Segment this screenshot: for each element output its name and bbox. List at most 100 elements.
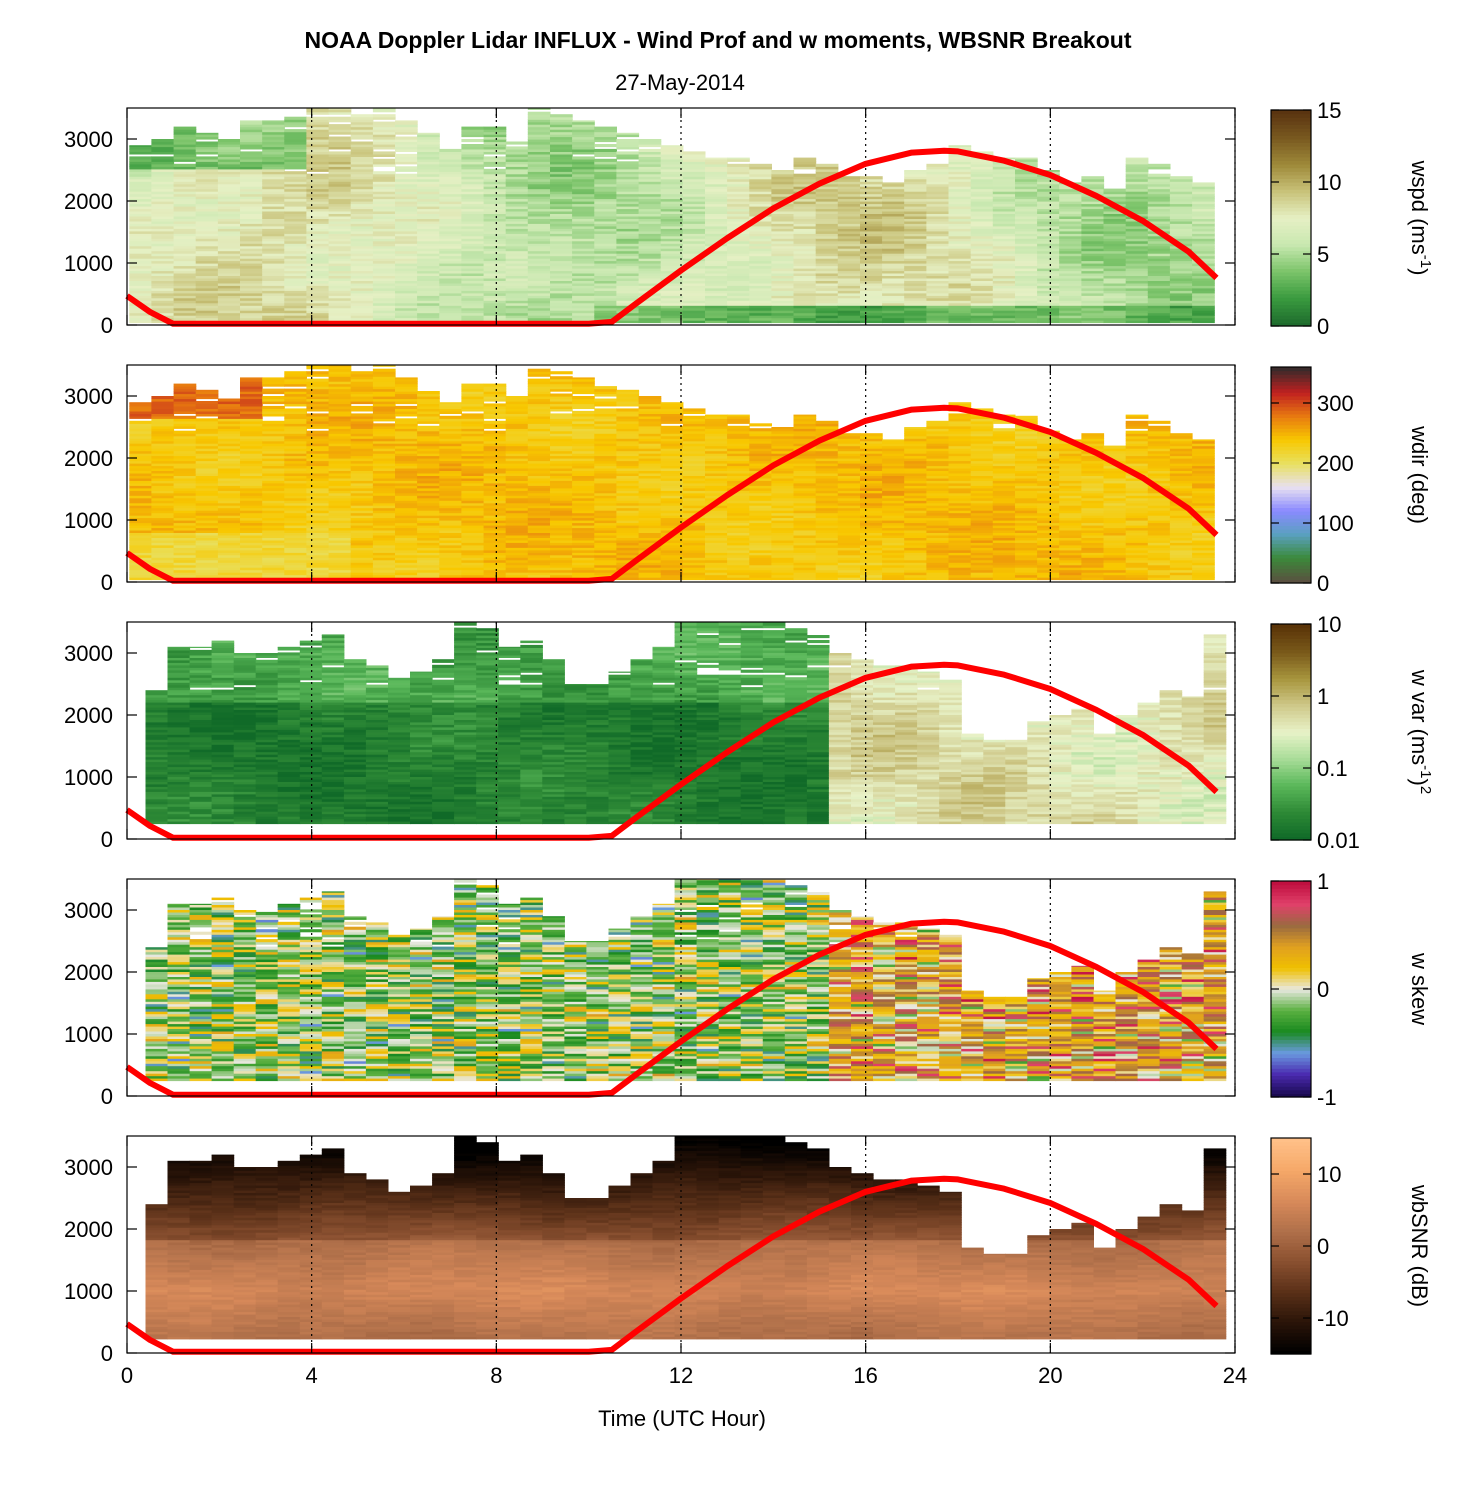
heatmap-cell [284,225,307,229]
heatmap-cell [372,507,396,511]
heatmap-cell [505,243,529,247]
heatmap-cell [284,515,307,519]
heatmap-cell [837,203,861,207]
heatmap-cell [992,235,1016,239]
heatmap-cell [1125,282,1149,286]
heatmap-cell [240,403,263,407]
heatmap-cell [151,537,175,541]
heatmap-cell [195,401,219,405]
heatmap-cell [262,268,285,272]
heatmap-cell [129,487,152,491]
heatmap-cell [970,295,994,299]
heatmap-cell [505,228,529,232]
heatmap-cell [527,248,551,252]
heatmap-cell [417,253,440,257]
heatmap-cell [682,250,706,254]
heatmap-cell [638,163,662,167]
heatmap-cell [948,263,972,267]
heatmap-cell [151,492,175,496]
heatmap-cell [328,111,352,115]
heatmap-cell [173,438,197,442]
heatmap-cell [372,490,396,494]
heatmap-cell [328,191,352,195]
heatmap-cell [771,245,795,249]
heatmap-cell [372,245,396,249]
heatmap-cell [572,139,595,143]
heatmap-cell [395,146,418,150]
heatmap-cell [262,285,285,289]
heatmap-cell [505,500,529,504]
heatmap-cell [483,435,507,439]
heatmap-cell [129,525,152,529]
heatmap-cell [217,515,241,519]
heatmap-cell [948,161,972,165]
heatmap-cell [417,210,440,214]
heatmap-cell [461,153,485,157]
heatmap-cell [395,537,418,541]
heatmap-cell [594,305,617,309]
heatmap-cell [262,472,285,476]
colorbar-swatch [1271,138,1311,143]
heatmap-cell [527,285,551,289]
heatmap-cell [262,467,285,471]
heatmap-cell [904,292,927,296]
heatmap-cell [1169,250,1193,254]
heatmap-cell [1037,310,1060,314]
heatmap-cell [749,243,772,247]
heatmap-cell [461,173,485,177]
heatmap-cell [350,114,374,118]
heatmap-cell [948,282,972,286]
heatmap-cell [328,413,352,417]
heatmap-cell [727,255,750,259]
heatmap-cell [527,245,551,249]
heatmap-cell [328,376,352,380]
heatmap-cell [815,188,839,192]
heatmap-cell [483,248,507,252]
heatmap-cell [173,470,197,474]
heatmap-cell [638,196,662,200]
heatmap-cell [395,243,418,247]
heatmap-cell [660,240,684,244]
heatmap-cell [217,196,241,200]
heatmap-cell [505,413,529,417]
heatmap-cell [217,248,241,252]
heatmap-cell [262,186,285,190]
heatmap-cell [594,163,617,167]
heatmap-cell [860,295,883,299]
heatmap-cell [195,186,219,190]
heatmap-cell [350,302,374,306]
heatmap-cell [461,475,485,479]
heatmap-cell [882,292,905,296]
heatmap-cell [173,310,197,314]
heatmap-cell [129,206,152,210]
heatmap-cell [328,193,352,197]
heatmap-cell [970,218,994,222]
heatmap-cell [705,176,728,180]
heatmap-cell [1037,230,1060,234]
heatmap-cell [1125,158,1149,162]
heatmap-cell [461,181,485,185]
heatmap-cell [550,134,573,138]
heatmap-cell [217,567,241,571]
heatmap-cell [439,450,462,454]
heatmap-cell [129,220,152,224]
heatmap-cell [328,517,352,521]
heatmap-cell [660,310,684,314]
heatmap-cell [240,539,263,543]
heatmap-cell [395,420,418,424]
heatmap-cell [417,505,440,509]
heatmap-cell [372,206,396,210]
heatmap-cell [1059,258,1082,262]
heatmap-cell [705,287,728,291]
heatmap-cell [262,245,285,249]
heatmap-cell [439,250,462,254]
heatmap-cell [860,270,883,274]
heatmap-cell [483,527,507,531]
heatmap-cell [240,171,263,175]
heatmap-cell [505,512,529,516]
heatmap-cell [1015,312,1038,316]
heatmap-cell [284,433,307,437]
heatmap-cell [1192,193,1215,197]
heatmap-cell [217,265,241,269]
heatmap-cell [505,448,529,452]
